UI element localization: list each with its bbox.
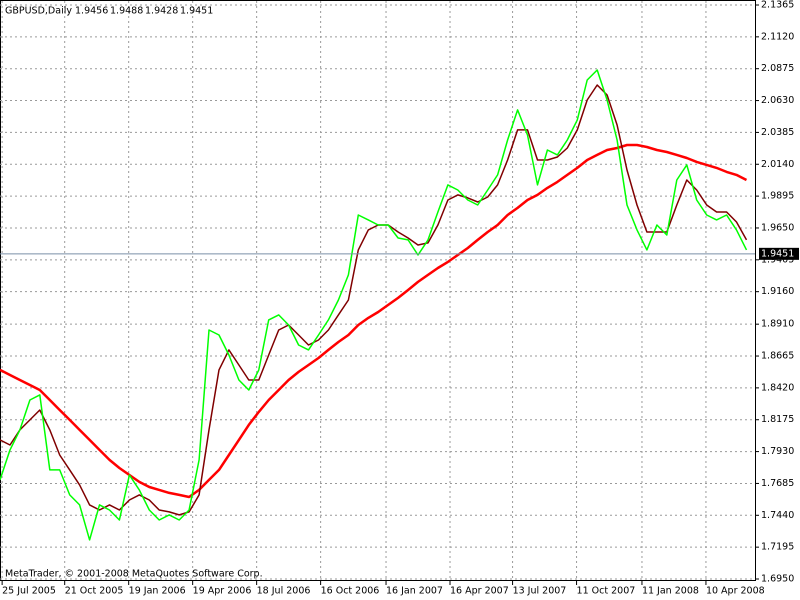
- x-tick-label: 16 Oct 2006: [321, 586, 380, 597]
- x-tick-label: 10 Apr 2008: [706, 586, 765, 597]
- high-value: 1.9488: [110, 6, 143, 17]
- x-tick-label: 16 Apr 2007: [450, 586, 509, 597]
- y-tick-label: 1.7440: [761, 510, 794, 521]
- y-tick-label: 1.9895: [761, 191, 794, 202]
- y-tick-label: 1.8175: [761, 414, 794, 425]
- grid: [0, 1, 755, 580]
- price-label-box: [759, 247, 799, 260]
- y-tick-label: 2.0385: [761, 127, 794, 138]
- y-tick-label: 2.1365: [761, 0, 794, 11]
- x-tick-label: 16 Jan 2007: [386, 586, 443, 597]
- close-value: 1.9451: [180, 6, 213, 17]
- open-value: 1.9456: [75, 6, 108, 17]
- y-tick-label: 1.7195: [761, 542, 794, 553]
- y-tick-label: 1.8910: [761, 319, 794, 330]
- x-tick-label: 21 Oct 2005: [65, 586, 124, 597]
- x-tick-label: 11 Oct 2007: [577, 586, 636, 597]
- y-tick-label: 1.7685: [761, 478, 794, 489]
- x-tick-label: 18 Jul 2006: [257, 586, 311, 597]
- series-group: [0, 69, 748, 541]
- x-tick-label: 19 Jan 2006: [129, 586, 186, 597]
- price-line: [0, 84, 748, 516]
- y-tick-label: 1.8665: [761, 351, 794, 362]
- x-tick-label: 13 Jul 2007: [513, 586, 567, 597]
- price-label: 1.9451: [761, 248, 794, 259]
- x-tick-label: 11 Jan 2008: [642, 586, 699, 597]
- low-value: 1.9428: [145, 6, 178, 17]
- y-tick-label: 1.9160: [761, 286, 794, 297]
- symbol-label: GBPUSD,Daily: [5, 6, 72, 17]
- price-line: [0, 69, 748, 541]
- y-tick-label: 1.7930: [761, 446, 794, 457]
- y-tick-label: 2.1120: [761, 31, 794, 42]
- copyright: MetaTrader, © 2001-2008 MetaQuotes Softw…: [5, 569, 263, 580]
- x-tick-label: 19 Apr 2006: [193, 586, 252, 597]
- y-tick-label: 1.8420: [761, 382, 794, 393]
- y-tick-label: 1.6950: [761, 574, 794, 585]
- y-tick-label: 2.0140: [761, 159, 794, 170]
- x-tick-label: 25 Jul 2005: [2, 586, 56, 597]
- y-tick-label: 2.0875: [761, 63, 794, 74]
- y-tick-label: 2.0630: [761, 95, 794, 106]
- y-tick-label: 1.9650: [761, 222, 794, 233]
